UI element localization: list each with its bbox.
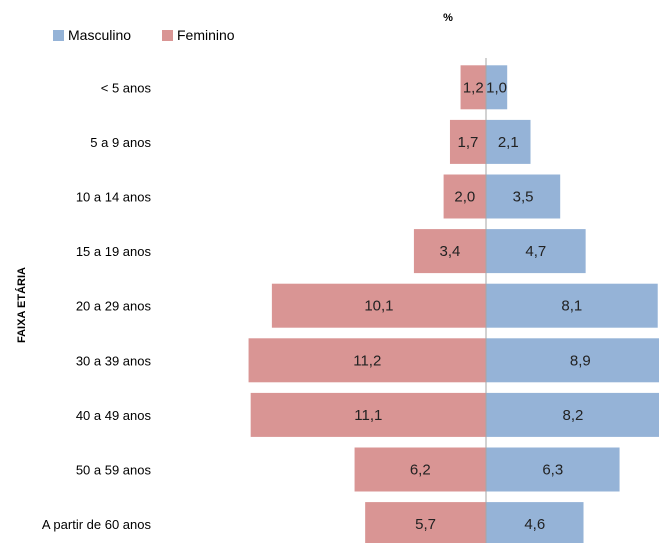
data-label-feminino-4: 10,1 (364, 298, 393, 315)
category-tick-3: 15 a 19 anos (76, 244, 152, 259)
category-ticks: < 5 anos 5 a 9 anos 10 a 14 anos 15 a 19 an… (42, 80, 152, 532)
legend-label-feminino: Feminino (177, 27, 235, 43)
bar-masculino-1 (486, 119, 531, 164)
data-label-feminino-8: 5,7 (415, 516, 436, 533)
category-tick-7: 50 a 59 anos (76, 463, 152, 478)
bar-masculino-0 (486, 65, 508, 110)
category-tick-6: 40 a 49 anos (76, 408, 152, 423)
category-tick-5: 30 a 39 anos (76, 353, 152, 368)
bar-feminino-2 (443, 174, 486, 219)
category-tick-1: 5 a 9 anos (90, 135, 151, 150)
category-tick-2: 10 a 14 anos (76, 190, 152, 205)
bar-feminino-6 (250, 392, 486, 437)
data-labels: 1,2 1,0 1,7 2,1 2,0 3,5 3,4 4,7 10,1 8,1 11,2 8,9 11… (353, 79, 591, 533)
data-label-masculino-8: 4,6 (524, 516, 545, 533)
legend: Masculino Feminino (53, 27, 235, 43)
bar-masculino-8 (486, 502, 584, 543)
category-tick-0: < 5 anos (101, 80, 152, 95)
bar-feminino-3 (413, 229, 486, 274)
category-tick-4: 20 a 29 anos (76, 299, 152, 314)
data-label-feminino-6: 11,1 (354, 407, 382, 424)
data-label-feminino-5: 11,2 (353, 352, 381, 369)
y-axis-title: FAIXA ETÁRIA (15, 267, 28, 343)
data-label-masculino-7: 6,3 (542, 462, 563, 479)
data-label-masculino-5: 8,9 (570, 352, 591, 369)
bar-masculino-5 (486, 338, 659, 383)
bar-feminino-0 (460, 65, 486, 110)
category-tick-8: A partir de 60 anos (42, 517, 152, 532)
data-label-masculino-2: 3,5 (513, 189, 534, 206)
data-label-feminino-0: 1,2 (463, 79, 484, 96)
bar-feminino-8 (365, 502, 486, 543)
data-label-feminino-7: 6,2 (410, 462, 431, 479)
data-label-masculino-6: 8,2 (562, 407, 583, 424)
data-label-masculino-0: 1,0 (486, 79, 507, 96)
bar-masculino-4 (486, 283, 658, 328)
legend-label-masculino: Masculino (68, 27, 131, 43)
chart-title: % (443, 12, 453, 24)
data-label-masculino-4: 8,1 (561, 298, 582, 315)
bar-masculino-2 (486, 174, 561, 219)
data-label-feminino-3: 3,4 (440, 243, 461, 260)
bar-feminino-1 (449, 119, 486, 164)
bars-group (248, 65, 659, 543)
bar-masculino-7 (486, 447, 620, 492)
bar-masculino-3 (486, 229, 586, 274)
data-label-feminino-2: 2,0 (454, 189, 475, 206)
bar-feminino-5 (248, 338, 486, 383)
bar-feminino-7 (354, 447, 486, 492)
legend-swatch-feminino (162, 30, 173, 41)
bar-masculino-6 (486, 392, 659, 437)
bar-feminino-4 (271, 283, 486, 328)
data-label-masculino-1: 2,1 (498, 134, 519, 151)
data-label-feminino-1: 1,7 (458, 134, 479, 151)
legend-swatch-masculino (53, 30, 64, 41)
data-label-masculino-3: 4,7 (525, 243, 546, 260)
